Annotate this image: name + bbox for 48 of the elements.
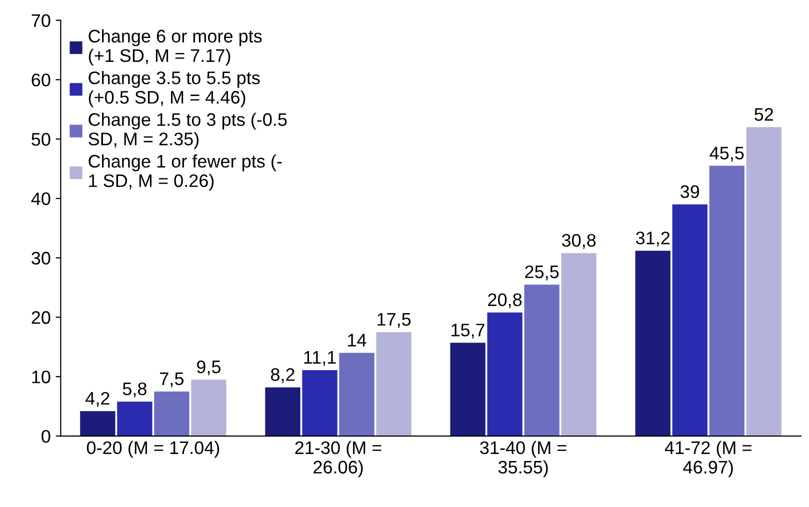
bar [302,370,338,436]
bar [524,284,560,436]
bar [191,380,226,436]
data-label: 45,5 [710,146,744,162]
y-tick-label: 40 [31,192,50,206]
bar [709,166,744,436]
data-label: 5,8 [122,382,146,398]
data-label: 20,8 [488,293,522,308]
legend-label: Change 6 or more pts (+1 SD, M = 7.17) [88,29,262,66]
x-tick-label: 31-40 (M = 35.55) [480,440,566,478]
data-label: 7,5 [160,372,184,388]
bar [635,250,670,436]
bar [154,391,190,436]
bar [265,387,300,436]
data-label: 11,1 [304,351,336,366]
y-tick-label: 10 [32,370,50,384]
bar [450,342,486,436]
data-label: 8,2 [270,368,294,384]
data-label: 31,2 [636,232,670,247]
x-tick-label: 0-20 (M = 17.04) [86,440,220,458]
data-label: 30,8 [562,234,596,249]
bar [376,332,412,436]
data-label: 39 [680,185,700,198]
bar [672,204,708,436]
bar [339,352,374,436]
y-tick-label: 50 [32,132,50,146]
bar [746,127,782,436]
data-label: 17,5 [378,313,411,328]
legend-label: Change 1.5 to 3 pts (-0.5 SD, M = 2.35) [88,112,287,149]
y-tick-label: 30 [32,252,50,265]
data-label: 25,5 [525,265,559,280]
data-label: 14 [348,334,366,346]
y-tick-label: 0 [42,430,50,443]
bar [561,253,596,436]
bar [117,402,152,436]
x-tick-label: 21-30 (M = 26.06) [295,440,382,478]
data-label: 4,2 [86,392,110,407]
bar [487,312,522,436]
y-tick-label: 70 [32,14,50,27]
legend-label: Change 3.5 to 5.5 pts (+0.5 SD, M = 4.46) [88,71,260,108]
data-label: 9,5 [197,360,221,376]
legend-label: Change 1 or fewer pts (- 1 SD, M = 0.26) [88,154,282,191]
x-tick-label: 41-72 (M = 46.97) [664,440,752,478]
bar [80,411,116,436]
y-tick-label: 20 [32,311,50,324]
data-label: 52 [754,108,774,121]
y-tick-label: 60 [32,74,50,86]
data-label: 15,7 [452,324,484,339]
